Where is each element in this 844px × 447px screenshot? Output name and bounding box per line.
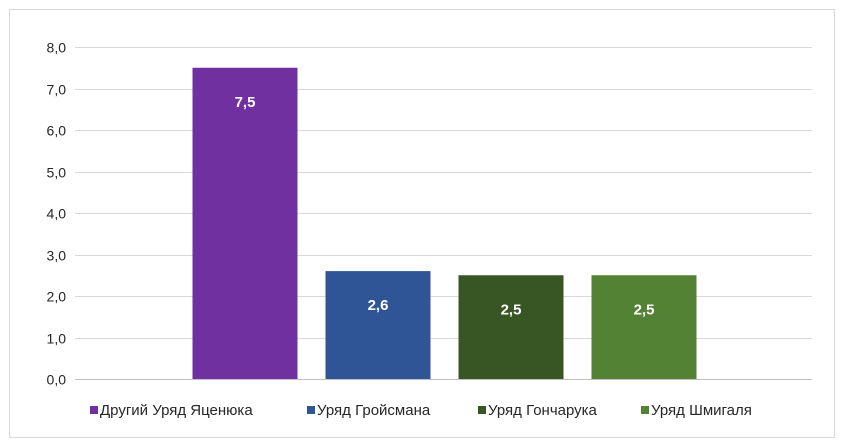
- bar: [325, 271, 431, 379]
- bar: [458, 275, 564, 379]
- bar: [192, 67, 298, 379]
- data-label: 2,5: [634, 301, 655, 318]
- y-tick-label: 8,0: [47, 40, 67, 56]
- y-tick-label: 2,0: [47, 289, 67, 305]
- y-tick-label: 4,0: [47, 206, 67, 222]
- gridlines: [75, 47, 812, 380]
- y-tick-label: 3,0: [47, 248, 67, 264]
- legend-swatch: [307, 406, 315, 414]
- legend-label: Другий Уряд Яценюка: [100, 402, 253, 419]
- bar: [591, 275, 697, 379]
- y-tick-label: 5,0: [47, 165, 67, 181]
- data-labels: 7,5 2,6 2,5 2,5: [235, 94, 655, 319]
- bars: [192, 67, 697, 379]
- legend: Другий Уряд Яценюка Уряд Гройсмана Уряд Го…: [90, 402, 752, 419]
- legend-swatch: [478, 406, 486, 414]
- data-label: 7,5: [235, 94, 256, 111]
- data-label: 2,6: [368, 297, 389, 314]
- legend-label: Уряд Гройсмана: [317, 402, 431, 419]
- y-tick-label: 7,0: [47, 82, 67, 98]
- y-tick-label: 0,0: [47, 372, 67, 388]
- legend-label: Уряд Шмигаля: [651, 402, 752, 419]
- legend-swatch: [90, 406, 98, 414]
- legend-label: Уряд Гончарука: [488, 402, 598, 419]
- y-tick-label: 6,0: [47, 123, 67, 139]
- data-label: 2,5: [501, 301, 522, 318]
- y-tick-label: 1,0: [47, 331, 67, 347]
- y-axis-ticks: 0,0 1,0 2,0 3,0 4,0 5,0 6,0 7,0 8,0: [47, 40, 67, 388]
- legend-swatch: [641, 406, 649, 414]
